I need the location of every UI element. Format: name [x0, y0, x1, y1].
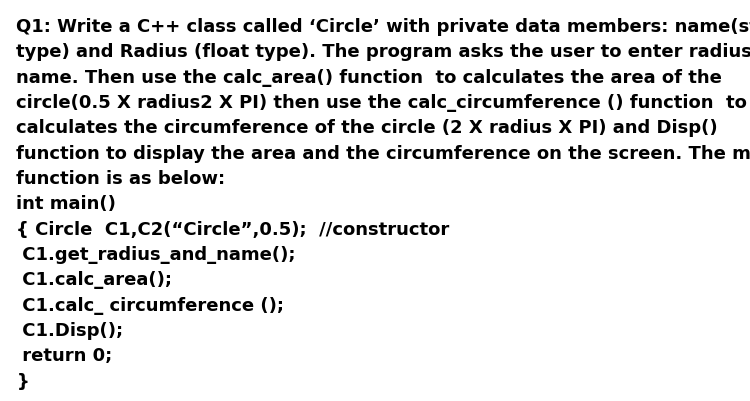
Text: calculates the circumference of the circle (2 X radius X PI) and Disp(): calculates the circumference of the circ… [16, 119, 718, 137]
Text: return 0;: return 0; [16, 346, 112, 365]
Text: { Circle  C1,C2(“Circle”,0.5);  //constructor: { Circle C1,C2(“Circle”,0.5); //construc… [16, 220, 450, 238]
Text: circle(0.5 X radius2 X PI) then use the calc_circumference () function  to: circle(0.5 X radius2 X PI) then use the … [16, 94, 747, 112]
Text: C1.calc_ circumference ();: C1.calc_ circumference (); [16, 296, 284, 314]
Text: int main(): int main() [16, 195, 116, 213]
Text: type) and Radius (float type). The program asks the user to enter radius and: type) and Radius (float type). The progr… [16, 43, 750, 61]
Text: C1.get_radius_and_name();: C1.get_radius_and_name(); [16, 245, 296, 263]
Text: Q1: Write a C++ class called ‘Circle’ with private data members: name(string: Q1: Write a C++ class called ‘Circle’ wi… [16, 18, 750, 36]
Text: C1.Disp();: C1.Disp(); [16, 321, 124, 339]
Text: name. Then use the calc_area() function  to calculates the area of the: name. Then use the calc_area() function … [16, 69, 722, 87]
Text: }: } [16, 372, 29, 390]
Text: function is as below:: function is as below: [16, 170, 226, 188]
Text: C1.calc_area();: C1.calc_area(); [16, 271, 172, 289]
Text: function to display the area and the circumference on the screen. The main: function to display the area and the cir… [16, 144, 750, 162]
